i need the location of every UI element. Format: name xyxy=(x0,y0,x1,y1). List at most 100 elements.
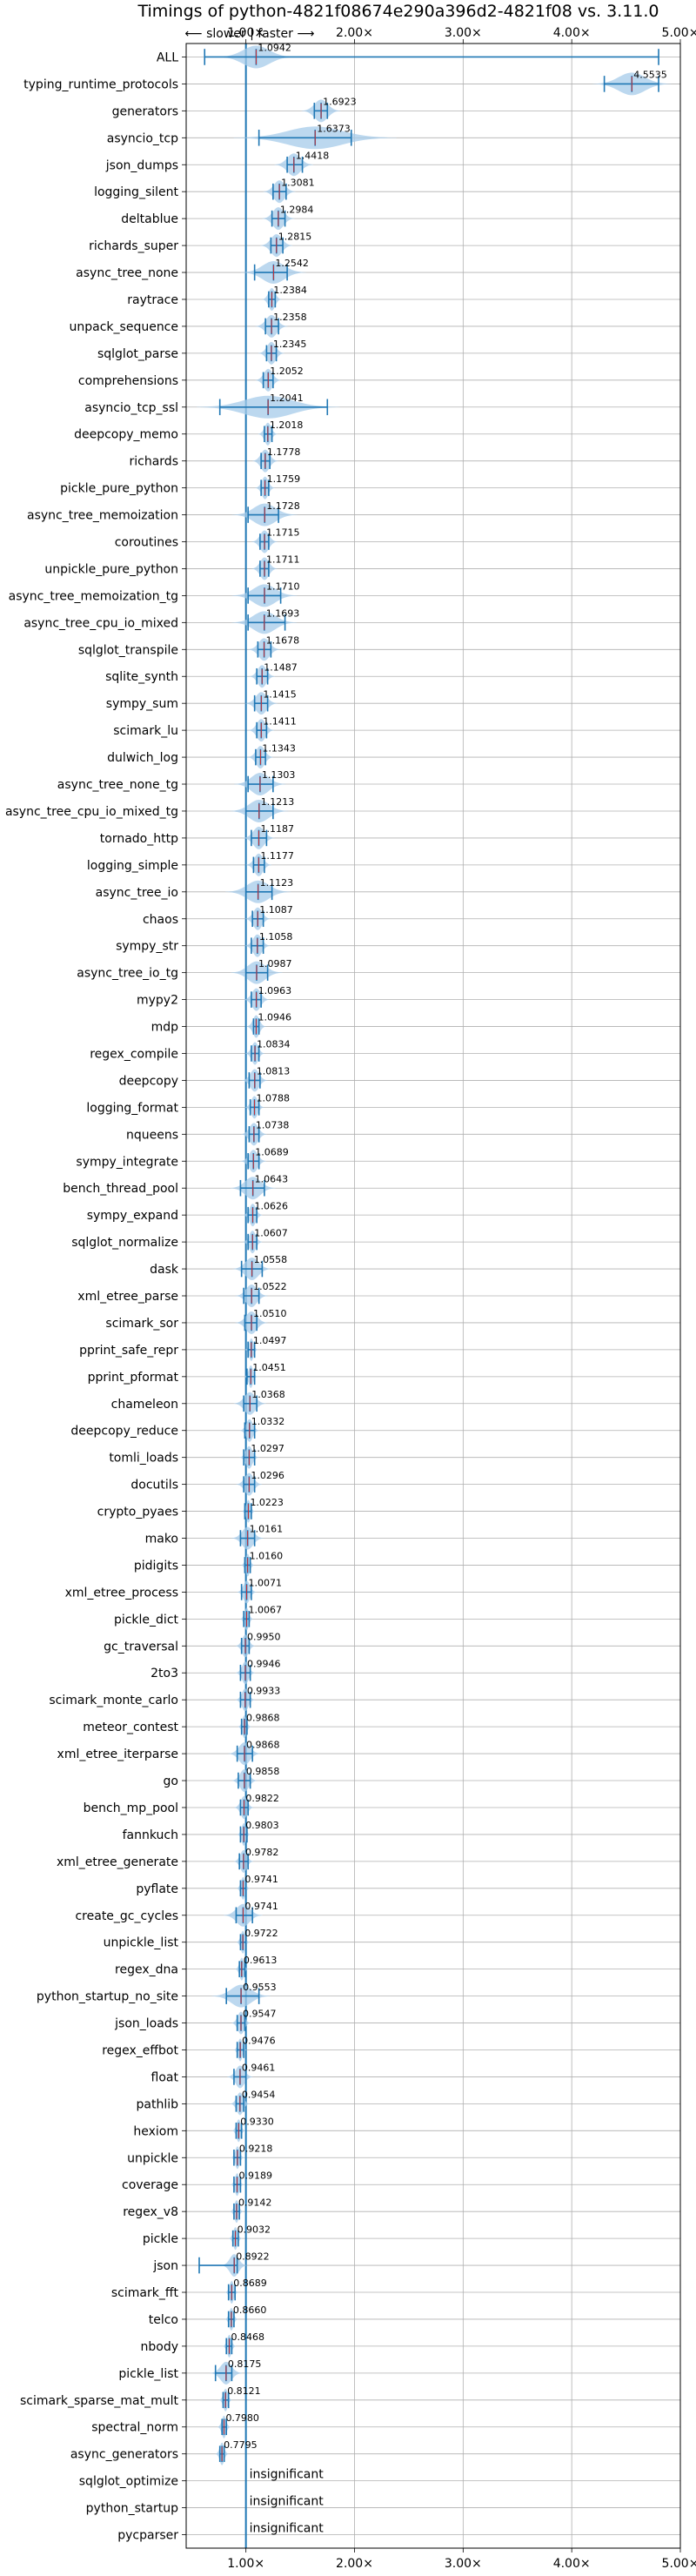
value-label: 1.0689 xyxy=(255,1146,289,1157)
category-label: crypto_pyaes xyxy=(97,1506,178,1519)
x-tick-label-bottom: 2.00× xyxy=(336,2557,373,2571)
category-label: typing_runtime_protocols xyxy=(23,77,178,91)
value-label: 0.8922 xyxy=(236,2251,270,2262)
category-label: json_dumps xyxy=(105,158,178,172)
value-label: 1.0161 xyxy=(250,1524,284,1535)
category-label: scimark_monte_carlo xyxy=(49,1694,178,1707)
category-label: gc_traversal xyxy=(104,1640,178,1654)
category-label: sqlglot_transpile xyxy=(78,643,178,657)
value-label: 0.9868 xyxy=(246,1712,280,1723)
category-label: async_tree_none xyxy=(76,266,178,280)
value-label: 1.2041 xyxy=(270,392,304,404)
category-label: float xyxy=(151,2070,179,2084)
category-label: bench_thread_pool xyxy=(63,1182,178,1196)
x-tick-label-top: 5.00× xyxy=(662,26,696,40)
value-label: 1.3081 xyxy=(281,177,315,188)
labels-layer: 1.00× 1.00× 2.00× 2.00× 3.00× 3.00× 4.00× 4.00×… xyxy=(5,26,696,2571)
value-label: 1.0963 xyxy=(258,985,292,996)
value-label: 1.0368 xyxy=(251,1389,285,1400)
category-label: chaos xyxy=(143,913,178,927)
category-label: async_tree_none_tg xyxy=(57,778,178,792)
category-label: async_tree_io_tg xyxy=(77,967,178,981)
category-label: sympy_sum xyxy=(106,697,178,711)
category-label: async_tree_cpu_io_mixed_tg xyxy=(5,805,178,819)
value-label: 1.0834 xyxy=(257,1039,291,1050)
category-label: mypy2 xyxy=(137,994,178,1008)
value-label: 1.1087 xyxy=(259,904,293,916)
category-label: unpickle_list xyxy=(104,1936,179,1950)
chart-title: Timings of python-4821f08674e290a396d2-4… xyxy=(137,2,659,21)
value-label: 0.9553 xyxy=(243,1982,277,1993)
category-label: tomli_loads xyxy=(109,1452,178,1466)
value-label: 1.0497 xyxy=(253,1335,287,1346)
value-label: 1.4418 xyxy=(296,150,330,161)
value-label: 1.1187 xyxy=(260,823,294,835)
value-label: 1.1177 xyxy=(260,850,294,862)
category-label: deepcopy_memo xyxy=(74,428,178,442)
value-label: 0.9218 xyxy=(239,2143,273,2154)
category-label: scimark_fft xyxy=(111,2286,179,2300)
value-label: 1.1058 xyxy=(259,931,293,943)
value-label: 0.9547 xyxy=(243,2009,277,2020)
category-label: mako xyxy=(145,1533,178,1546)
category-label: scimark_sparse_mat_mult xyxy=(20,2394,178,2408)
category-label: pidigits xyxy=(134,1559,178,1573)
category-label: comprehensions xyxy=(78,374,178,388)
category-label: deltablue xyxy=(121,212,178,226)
category-label: nbody xyxy=(141,2340,179,2354)
category-label: regex_dna xyxy=(115,1963,178,1977)
value-label: 1.0942 xyxy=(258,43,291,54)
value-label: 1.1678 xyxy=(266,634,300,646)
value-label: 1.1123 xyxy=(260,877,294,889)
value-label: 0.8660 xyxy=(233,2304,267,2316)
value-label: 0.9032 xyxy=(238,2224,271,2235)
value-label: 1.6923 xyxy=(323,97,357,108)
value-label: 0.9822 xyxy=(245,1793,279,1804)
category-label: async_tree_memoization xyxy=(27,509,178,523)
value-label: 1.0788 xyxy=(256,1093,290,1104)
value-label: 1.2984 xyxy=(280,204,314,215)
category-label: unpickle_pure_python xyxy=(44,562,178,576)
category-label: async_tree_memoization_tg xyxy=(9,589,178,603)
category-label: scimark_lu xyxy=(113,724,178,738)
category-label: go xyxy=(164,1774,178,1788)
category-label: ALL xyxy=(157,50,178,64)
value-label: 1.0297 xyxy=(251,1443,284,1454)
category-label: asyncio_tcp xyxy=(107,131,178,145)
value-label: 1.0510 xyxy=(253,1308,287,1319)
category-label: generators xyxy=(112,104,178,118)
value-label: 1.0946 xyxy=(258,1012,291,1023)
value-label: 0.9950 xyxy=(247,1631,281,1642)
category-label: pprint_pformat xyxy=(88,1371,179,1385)
value-label: 0.9741 xyxy=(244,1874,278,1885)
marks-layer xyxy=(196,44,672,2548)
category-label: sympy_expand xyxy=(87,1209,178,1223)
category-label: pathlib xyxy=(137,2097,179,2111)
category-label: dulwich_log xyxy=(107,751,178,765)
category-label: pprint_safe_repr xyxy=(79,1344,178,1358)
insignificant-label: insignificant xyxy=(250,2495,325,2509)
category-label: pycparser xyxy=(117,2529,178,2543)
category-label: scimark_sor xyxy=(105,1317,178,1331)
value-label: 1.0607 xyxy=(254,1227,288,1238)
value-label: 0.8121 xyxy=(227,2385,261,2397)
value-label: 0.9454 xyxy=(242,2090,276,2101)
category-label: async_tree_io xyxy=(96,886,178,900)
category-label: meteor_contest xyxy=(83,1721,178,1734)
category-label: python_startup_no_site xyxy=(37,1990,178,2004)
value-label: 0.9858 xyxy=(246,1766,280,1777)
category-label: sqlglot_normalize xyxy=(71,1236,178,1250)
category-label: xml_etree_generate xyxy=(57,1855,178,1869)
value-label: 1.0558 xyxy=(254,1254,288,1265)
value-label: 1.1213 xyxy=(261,796,295,808)
category-label: sympy_integrate xyxy=(76,1155,178,1169)
category-label: tornado_http xyxy=(100,832,178,846)
value-label: 1.0522 xyxy=(253,1281,287,1292)
category-label: json_loads xyxy=(114,2017,178,2031)
value-label: 0.9476 xyxy=(242,2036,276,2047)
value-label: 0.7795 xyxy=(224,2439,258,2451)
value-label: 1.2815 xyxy=(278,231,312,242)
value-label: 1.0296 xyxy=(251,1470,284,1481)
category-label: pickle xyxy=(143,2232,178,2246)
category-label: telco xyxy=(149,2313,178,2327)
